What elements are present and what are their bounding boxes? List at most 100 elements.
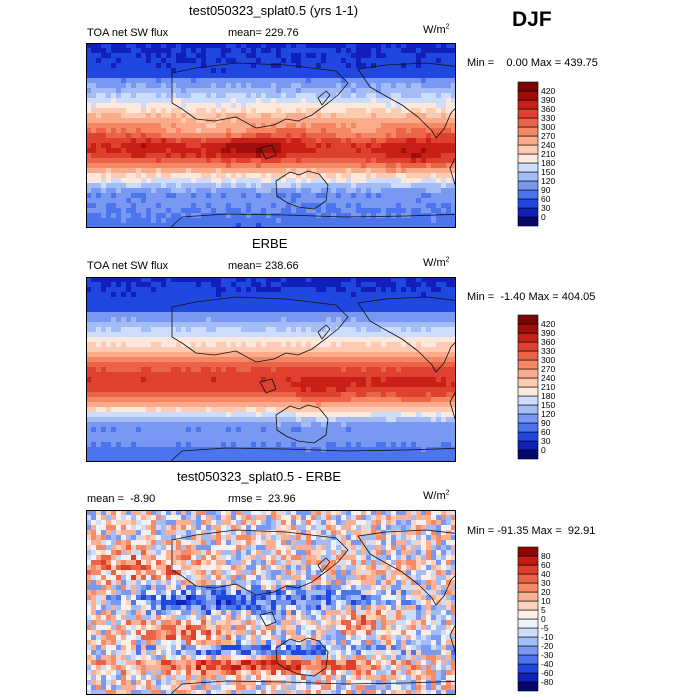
panel-2-map-cell <box>341 412 347 418</box>
panel-2-map-cell <box>401 357 407 363</box>
panel-1-map-cell <box>321 143 327 149</box>
panel-1-map-cell <box>331 148 337 154</box>
panel-1-map-cell <box>196 93 202 99</box>
panel-1-map-cell <box>221 208 227 214</box>
panel-1-map-cell <box>176 188 182 194</box>
panel-2-map-cell <box>296 297 302 303</box>
panel-1-map-cell <box>131 183 137 189</box>
panel-1-map-cell <box>116 83 122 89</box>
panel-2-map-cell <box>411 287 417 293</box>
panel-2-map-cell <box>126 377 132 383</box>
panel-1-map-cell <box>346 208 352 214</box>
panel-1-map-cell <box>356 48 362 54</box>
panel-2-map-cell <box>386 387 392 393</box>
panel-2-map-cell <box>101 312 107 318</box>
panel-1-map-cell <box>116 203 122 209</box>
panel-1-map-cell <box>131 218 137 224</box>
panel-2-map-cell <box>326 407 332 413</box>
panel-1-map-cell <box>301 53 307 59</box>
panel-2-map-cell <box>266 302 272 308</box>
panel-1-map-cell <box>131 103 137 109</box>
panel-2-map-cell <box>111 337 117 343</box>
panel-2-map-cell <box>241 292 247 298</box>
panel-2-map-cell <box>91 362 97 368</box>
panel-1-map-cell <box>266 53 272 59</box>
panel-1-map-cell <box>401 188 407 194</box>
panel-2-map-cell <box>286 392 292 398</box>
panel-1-map-cell <box>261 133 267 139</box>
panel-1-map-cell <box>156 68 162 74</box>
panel-1-map-cell <box>191 43 197 49</box>
panel-2-map-cell <box>331 307 337 313</box>
panel-2-map-cell <box>186 312 192 318</box>
panel-2-map-cell <box>421 392 427 398</box>
panel-2-map-cell <box>276 417 282 423</box>
panel-1-map-cell <box>316 193 322 199</box>
panel-2-map-cell <box>106 317 112 323</box>
panel-2-map-cell <box>106 377 112 383</box>
panel-1-map-cell <box>441 223 447 228</box>
panel-2-map-cell <box>426 412 432 418</box>
panel-2-map-cell <box>231 352 237 358</box>
panel-2-map-cell <box>146 352 152 358</box>
panel-2-map-cell <box>386 352 392 358</box>
panel-2-map-cell <box>371 327 377 333</box>
panel-1-map-cell <box>411 163 417 169</box>
panel-2-map-cell <box>256 277 262 283</box>
panel-1-map-cell <box>411 203 417 209</box>
panel-1-map-cell <box>211 198 217 204</box>
panel-1-map-cell <box>201 138 207 144</box>
panel-2-map-cell <box>366 297 372 303</box>
panel-1-map-cell <box>86 73 92 79</box>
panel-2-map-cell <box>396 297 402 303</box>
panel-1-map-cell <box>256 128 262 134</box>
panel-1-map-cell <box>376 183 382 189</box>
panel-2-map-cell <box>391 312 397 318</box>
panel-1-map-cell <box>146 103 152 109</box>
panel-1-map-cell <box>261 163 267 169</box>
panel-1-map-cell <box>206 173 212 179</box>
panel-2-map-cell <box>436 357 442 363</box>
panel-1-map-cell <box>241 158 247 164</box>
panel-2-map-cell <box>356 317 362 323</box>
season-label: DJF <box>512 8 552 31</box>
panel-1-map-cell <box>206 48 212 54</box>
panel-1-map-cell <box>291 128 297 134</box>
panel-2-map-cell <box>86 422 92 428</box>
panel-1-map-cell <box>306 138 312 144</box>
panel-1-map-cell <box>371 83 377 89</box>
panel-2-map-cell <box>191 312 197 318</box>
panel-1-map-cell <box>91 108 97 114</box>
panel-1-map-cell <box>161 183 167 189</box>
panel-2-map-cell <box>186 307 192 313</box>
panel-1-map-cell <box>236 108 242 114</box>
panel-1-map-cell <box>396 68 402 74</box>
panel-1-map-cell <box>436 133 442 139</box>
panel-1-map-cell <box>136 148 142 154</box>
panel-2-map-cell <box>426 352 432 358</box>
panel-1-map-cell <box>386 73 392 79</box>
panel-1-map-cell <box>296 58 302 64</box>
panel-1-map-cell <box>281 123 287 129</box>
panel-1-map-cell <box>266 148 272 154</box>
panel-2-map-cell <box>251 347 257 353</box>
panel-2-map-cell <box>181 282 187 288</box>
panel-1-map-cell <box>96 118 102 124</box>
panel-1-map-cell <box>381 163 387 169</box>
panel-2-map-cell <box>181 397 187 403</box>
panel-2-map-cell <box>156 372 162 378</box>
panel-2-map-cell <box>271 422 277 428</box>
panel-1-map-cell <box>106 48 112 54</box>
panel-2-map-cell <box>141 322 147 328</box>
panel-1-map-cell <box>246 118 252 124</box>
panel-2-map-cell <box>326 317 332 323</box>
panel-1-map-cell <box>366 43 372 49</box>
panel-1-map-cell <box>396 188 402 194</box>
panel-2-map-cell <box>381 307 387 313</box>
panel-2-map-cell <box>151 322 157 328</box>
panel-1-map-cell <box>156 93 162 99</box>
panel-1-map-cell <box>186 188 192 194</box>
panel-2-map-cell <box>411 362 417 368</box>
panel-2-map-cell <box>421 292 427 298</box>
panel-1-map-cell <box>216 93 222 99</box>
